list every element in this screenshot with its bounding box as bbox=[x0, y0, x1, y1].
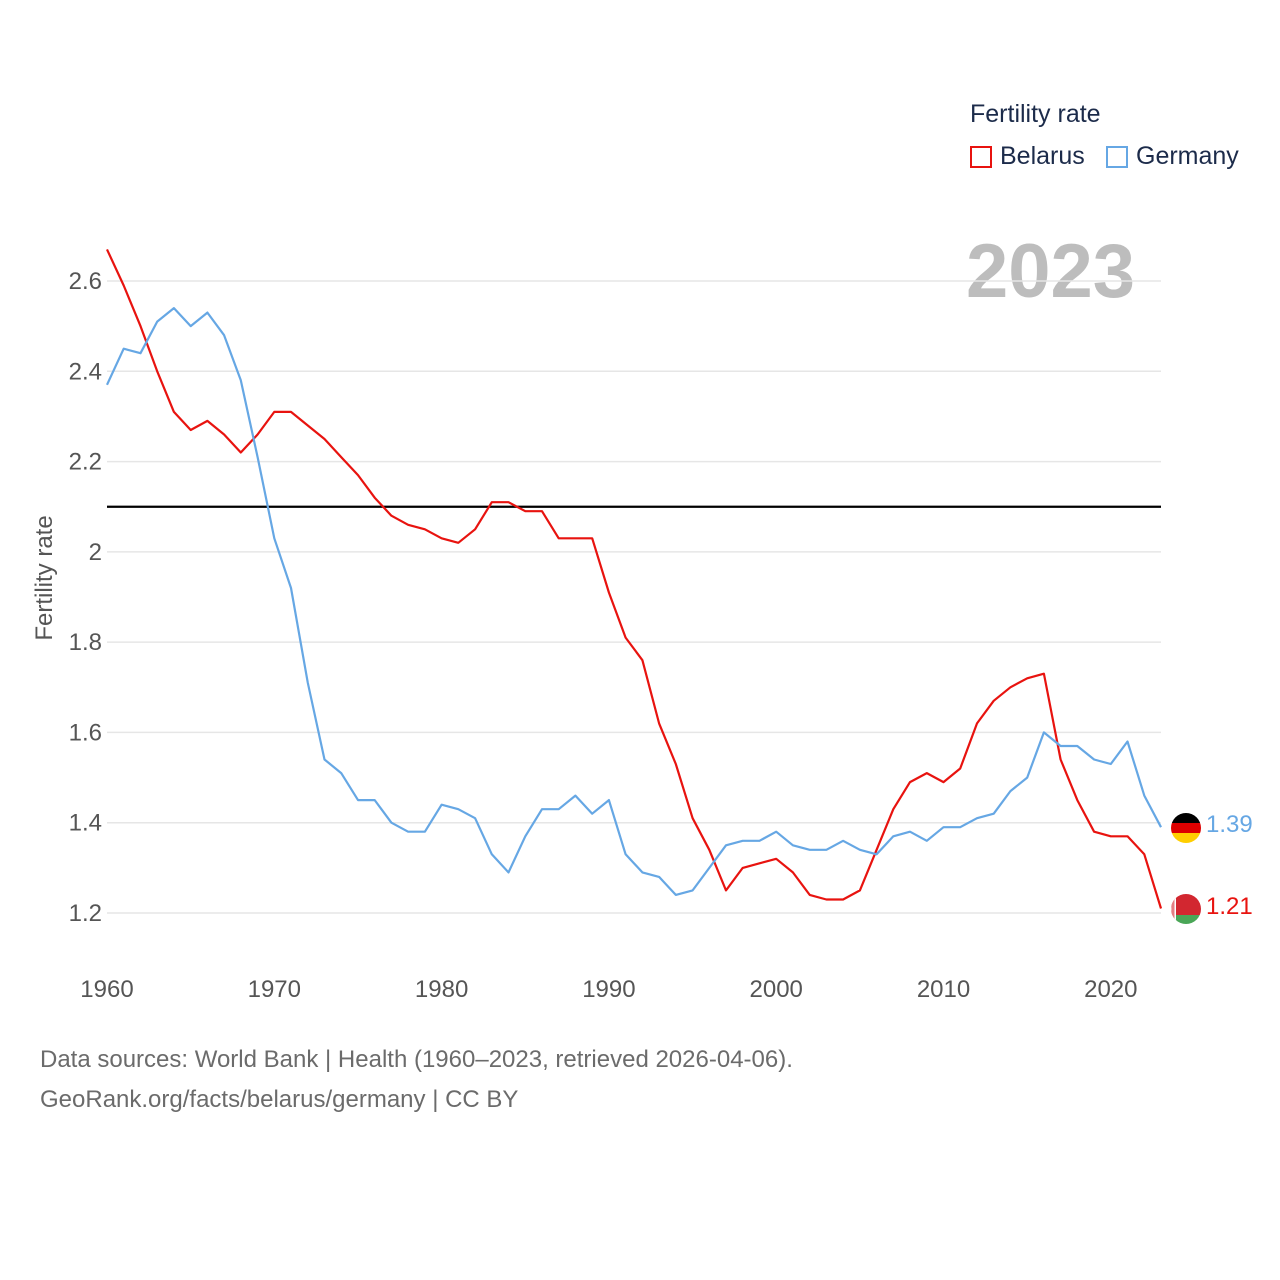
series-lines bbox=[106, 248, 1163, 909]
y-tick-label: 1.2 bbox=[69, 900, 102, 927]
end-value-germany: 1.39 bbox=[1206, 811, 1253, 838]
x-tick-label: 1980 bbox=[415, 976, 468, 1003]
x-tick-label: 2000 bbox=[750, 976, 803, 1003]
grid-lines bbox=[107, 280, 1161, 914]
legend-swatch-germany bbox=[1106, 145, 1128, 168]
x-tick-label: 1990 bbox=[582, 976, 635, 1003]
y-axis-label: Fertility rate bbox=[31, 515, 58, 640]
y-tick-label: 2.4 bbox=[69, 358, 102, 385]
legend-item-belarus[interactable]: Belarus bbox=[970, 142, 1085, 171]
y-tick-labels: 1.2 1.4 1.6 1.8 2 2.2 2.4 2.6 bbox=[69, 268, 102, 927]
series-line-germany bbox=[106, 307, 1162, 897]
x-tick-label: 2020 bbox=[1084, 976, 1137, 1003]
y-tick-label: 1.4 bbox=[69, 810, 102, 837]
germany-flag-icon bbox=[1171, 813, 1201, 843]
footer-attribution: GeoRank.org/facts/belarus/germany | CC B… bbox=[40, 1086, 519, 1113]
x-tick-label: 2010 bbox=[917, 976, 970, 1003]
x-tick-labels: 1960 1970 1980 1990 2000 2010 2020 bbox=[80, 976, 1137, 1003]
y-tick-label: 1.8 bbox=[69, 629, 102, 656]
y-tick-label: 2 bbox=[89, 539, 102, 566]
legend-label-belarus: Belarus bbox=[1000, 142, 1085, 170]
y-tick-label: 1.6 bbox=[69, 719, 102, 746]
legend-item-germany[interactable]: Germany bbox=[1106, 142, 1239, 171]
legend-title: Fertility rate bbox=[970, 100, 1101, 128]
legend-swatch-belarus bbox=[970, 145, 992, 168]
footer-sources: Data sources: World Bank | Health (1960–… bbox=[40, 1046, 793, 1073]
current-year-label: 2023 bbox=[966, 229, 1136, 314]
legend-label-germany: Germany bbox=[1136, 142, 1239, 170]
x-tick-label: 1970 bbox=[248, 976, 301, 1003]
belarus-flag-icon bbox=[1171, 894, 1201, 924]
y-tick-label: 2.6 bbox=[69, 268, 102, 295]
y-tick-label: 2.2 bbox=[69, 449, 102, 476]
series-line-belarus bbox=[106, 248, 1163, 909]
x-tick-label: 1960 bbox=[80, 976, 133, 1003]
end-value-belarus: 1.21 bbox=[1206, 893, 1253, 920]
